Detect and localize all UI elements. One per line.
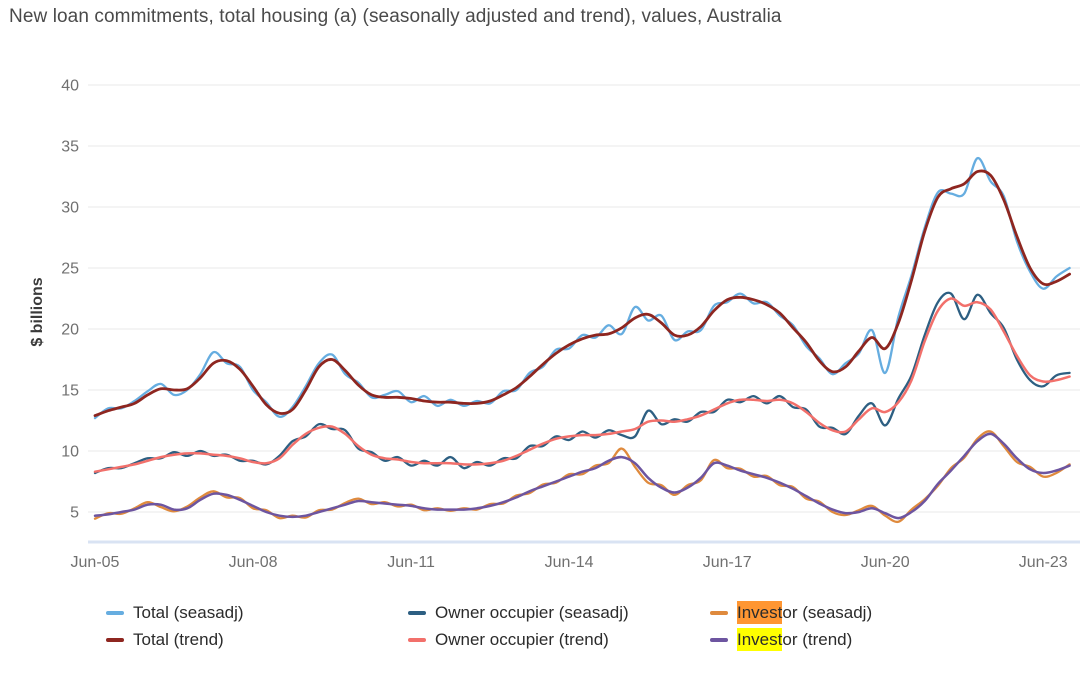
legend-item-total-seasadj[interactable]: Total (seasadj) bbox=[106, 599, 408, 626]
x-tick-label: Jun-20 bbox=[861, 554, 910, 571]
series-owner-occupier-seasadj bbox=[93, 291, 1071, 475]
legend-label-text: or (seasadj) bbox=[782, 602, 873, 622]
y-tick-label: 35 bbox=[61, 139, 79, 156]
series-total-trend bbox=[93, 169, 1071, 417]
x-tick-label: Jun-23 bbox=[1019, 554, 1068, 571]
legend-item-total-trend[interactable]: Total (trend) bbox=[106, 626, 408, 653]
y-tick-label: 30 bbox=[61, 200, 79, 217]
series-total-seasadj bbox=[93, 157, 1071, 420]
y-tick-label: 20 bbox=[61, 322, 79, 339]
x-tick-label: Jun-17 bbox=[703, 554, 752, 571]
x-tick-label: Jun-08 bbox=[229, 554, 278, 571]
y-tick-label: 10 bbox=[61, 444, 79, 461]
find-highlight-active: Invest bbox=[737, 600, 783, 624]
series-owner-occupier-trend bbox=[93, 297, 1071, 473]
legend-label-text: Owner occupier (seasadj) bbox=[435, 602, 629, 622]
x-tick-label: Jun-14 bbox=[545, 554, 594, 571]
legend-item-owner-occupier-seasadj[interactable]: Owner occupier (seasadj) bbox=[408, 599, 710, 626]
legend-label-text: Owner occupier (trend) bbox=[435, 629, 609, 649]
legend-label: Owner occupier (trend) bbox=[435, 630, 609, 650]
legend-swatch-line-icon bbox=[106, 610, 124, 615]
chart-legend: Total (seasadj) Total (trend) Owner occu… bbox=[106, 599, 872, 653]
x-tick-label: Jun-05 bbox=[71, 554, 120, 571]
legend-swatch-line-icon bbox=[408, 610, 426, 615]
legend-swatch-line-icon bbox=[106, 637, 124, 642]
legend-item-investor-seasadj[interactable]: Investor (seasadj) bbox=[710, 599, 872, 626]
legend-label: Investor (trend) bbox=[737, 627, 853, 651]
y-tick-label: 40 bbox=[61, 78, 79, 95]
legend-item-owner-occupier-trend[interactable]: Owner occupier (trend) bbox=[408, 626, 710, 653]
legend-label-text: Total (trend) bbox=[133, 629, 224, 649]
legend-swatch-line-icon bbox=[710, 637, 728, 642]
y-tick-label: 25 bbox=[61, 261, 79, 278]
legend-label-text: Total (seasadj) bbox=[133, 602, 244, 622]
legend-item-investor-trend[interactable]: Investor (trend) bbox=[710, 626, 872, 653]
legend-label: Total (trend) bbox=[133, 630, 224, 650]
legend-label-text: or (trend) bbox=[782, 629, 853, 649]
x-tick-label: Jun-11 bbox=[387, 554, 435, 571]
series-investor-seasadj bbox=[93, 430, 1071, 524]
legend-swatch-line-icon bbox=[710, 610, 728, 615]
legend-label: Owner occupier (seasadj) bbox=[435, 603, 629, 623]
legend-label: Investor (seasadj) bbox=[737, 600, 873, 624]
series-investor-trend bbox=[93, 432, 1071, 520]
y-tick-label: 15 bbox=[61, 383, 79, 400]
y-tick-label: 5 bbox=[70, 505, 79, 522]
line-chart-svg: 40 35 30 25 20 15 10 5 Jun-05 Jun-08 Jun-11 Jun-14 J… bbox=[61, 78, 1080, 571]
legend-swatch-line-icon bbox=[408, 637, 426, 642]
legend-label: Total (seasadj) bbox=[133, 603, 244, 623]
find-highlight-match: Invest bbox=[737, 627, 783, 651]
chart-title: New loan commitments, total housing (a) … bbox=[9, 6, 782, 27]
